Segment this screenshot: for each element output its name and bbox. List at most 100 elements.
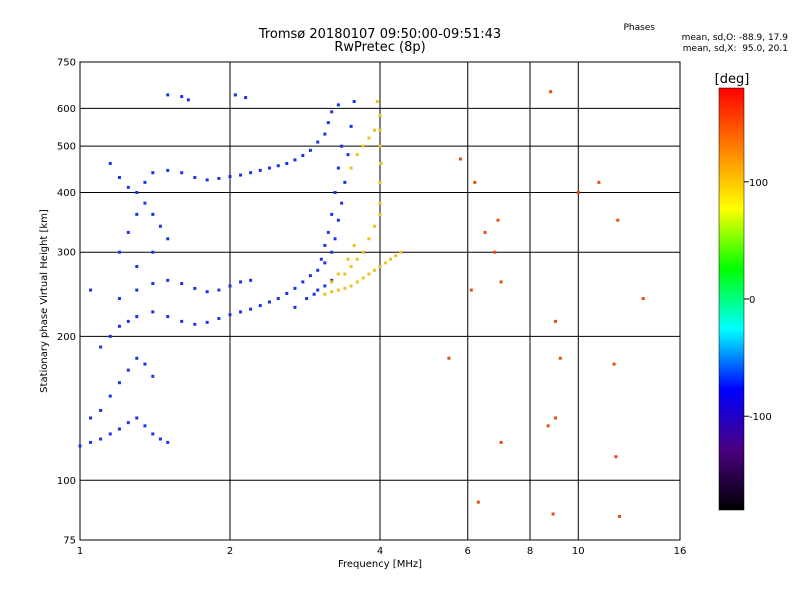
data-point [346,257,350,261]
data-point [553,416,557,420]
y-tick-label: 500 [57,142,76,153]
data-point [349,284,353,288]
data-point [576,190,580,194]
phase-x-stats: mean, sd,X: 95.0, 20.1 [682,44,788,54]
data-point [496,218,500,222]
data-point [336,288,340,292]
data-point [249,278,253,282]
data-point [193,286,197,290]
data-point [117,381,121,385]
data-point [336,218,340,222]
data-point [276,164,280,168]
x-tick-label: 1 [77,546,83,557]
data-point [305,297,309,301]
data-point [135,288,139,292]
data-point [151,310,155,314]
x-tick-label: 8 [527,546,533,557]
data-point [193,322,197,326]
data-point [108,161,112,165]
data-point [346,153,350,157]
data-point [483,230,487,234]
data-point [158,224,162,228]
x-tick-label: 4 [377,546,383,557]
data-point [126,421,130,425]
data-point [378,144,382,148]
data-point [352,243,356,247]
data-point [378,212,382,216]
data-point [143,180,147,184]
data-point [349,124,353,128]
data-point [319,257,323,261]
data-point [375,100,379,104]
y-tick-label: 75 [63,536,76,547]
data-point [166,168,170,172]
data-point [143,424,147,428]
data-point [316,268,320,272]
data-point [612,362,616,366]
data-point [597,180,601,184]
data-point [330,110,334,114]
data-point [166,315,170,319]
data-point [316,288,320,292]
data-point [239,280,243,284]
data-point [217,288,221,292]
data-point [340,144,344,148]
data-point [233,93,237,97]
data-point [180,319,184,323]
colorbar-ticks: 100 0 -100 [744,178,772,423]
data-point [343,286,347,290]
grid-lines [79,61,681,541]
data-point [135,356,139,360]
colorbar-tick-label: 0 [749,295,755,306]
data-point [323,132,327,136]
data-point [205,178,209,182]
data-point [301,280,305,284]
data-point [166,93,170,97]
data-point [117,250,121,254]
data-point [349,166,353,170]
data-point [323,292,327,296]
data-point [78,444,82,448]
data-point [336,272,340,276]
data-point [326,230,330,234]
data-point [117,297,121,301]
data-point [367,272,371,276]
data-point [378,265,382,269]
data-point [361,144,365,148]
data-point [99,437,103,441]
data-point [312,292,316,296]
data-point [249,171,253,175]
data-point [614,455,618,459]
data-point [158,437,162,441]
data-point [399,250,403,254]
y-tick-label: 200 [57,332,76,343]
data-point [258,168,262,172]
data-point [340,201,344,205]
y-tick-label: 100 [57,476,76,487]
data-point [551,512,555,516]
data-point [180,171,184,175]
data-point [135,315,139,319]
x-axis-label: Frequency [MHz] [338,559,422,570]
data-point [117,427,121,431]
data-point [117,175,121,179]
data-point [99,408,103,412]
data-point [361,250,365,254]
data-point [330,250,334,254]
data-point [333,190,337,194]
data-point [228,284,232,288]
data-point [469,288,473,292]
chart-title: Tromsø 20180107 09:50:00-09:51:43 [258,27,502,42]
data-point [330,280,334,284]
data-point [126,368,130,372]
data-point [217,316,221,320]
data-point [267,300,271,304]
data-point [458,157,462,161]
data-point [117,324,121,328]
data-point [546,424,550,428]
data-point [151,171,155,175]
data-point [473,180,477,184]
x-tick-label: 10 [572,546,585,557]
y-tick-label: 300 [57,248,76,259]
